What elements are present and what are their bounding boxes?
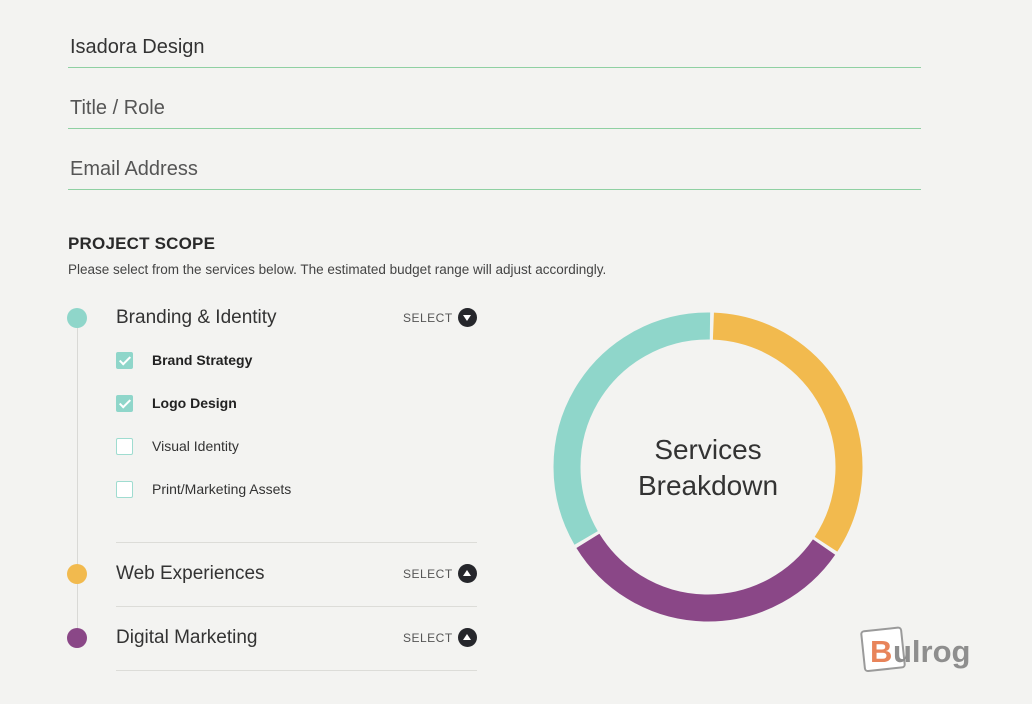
- donut-center-line1: Services: [654, 434, 762, 465]
- donut-segment-web-experiences: [712, 312, 863, 552]
- title-field[interactable]: [68, 69, 921, 129]
- name-input[interactable]: [70, 36, 910, 59]
- category-web-experiences[interactable]: Web Experiences: [116, 563, 265, 584]
- email-field[interactable]: [68, 130, 921, 190]
- donut-center-line2: Breakdown: [637, 470, 779, 501]
- title-input[interactable]: [70, 97, 910, 120]
- services-breakdown-donut: [553, 312, 863, 622]
- web-expand-button[interactable]: [458, 564, 477, 583]
- visual-identity-checkbox[interactable]: [116, 438, 133, 455]
- marketing-dot: [67, 628, 87, 648]
- bulrog-watermark-logo: B ulrog: [860, 626, 971, 672]
- logo-design-checkbox[interactable]: [116, 395, 133, 412]
- branding-dot: [67, 308, 87, 328]
- project-scope-description: Please select from the services below. T…: [68, 262, 607, 277]
- print-marketing-label: Print/Marketing Assets: [152, 481, 292, 497]
- divider: [116, 606, 477, 607]
- project-scope-title: PROJECT SCOPE: [68, 234, 216, 253]
- donut-segment-branding-identity: [553, 312, 711, 545]
- brand-strategy-label: Brand Strategy: [152, 352, 253, 368]
- donut-segment-digital-marketing: [576, 533, 836, 622]
- print-marketing-checkbox[interactable]: [116, 481, 133, 498]
- divider: [116, 670, 477, 671]
- branding-collapse-button[interactable]: [458, 308, 477, 327]
- logo-design-label: Logo Design: [152, 395, 237, 411]
- timeline-line: [77, 318, 78, 640]
- web-dot: [67, 564, 87, 584]
- name-field[interactable]: [68, 8, 921, 68]
- divider: [116, 542, 477, 543]
- marketing-select-label[interactable]: SELECT: [403, 631, 453, 645]
- watermark-letters: ulrog: [893, 634, 971, 669]
- web-select-label[interactable]: SELECT: [403, 567, 453, 581]
- email-input[interactable]: [70, 158, 910, 181]
- donut-center-text: Services Breakdown: [590, 432, 826, 504]
- category-branding-identity[interactable]: Branding & Identity: [116, 307, 277, 328]
- category-digital-marketing[interactable]: Digital Marketing: [116, 627, 258, 648]
- brand-strategy-checkbox[interactable]: [116, 352, 133, 369]
- marketing-expand-button[interactable]: [458, 628, 477, 647]
- branding-select-label[interactable]: SELECT: [403, 311, 453, 325]
- watermark-letter-b: B: [870, 634, 892, 669]
- visual-identity-label: Visual Identity: [152, 438, 239, 454]
